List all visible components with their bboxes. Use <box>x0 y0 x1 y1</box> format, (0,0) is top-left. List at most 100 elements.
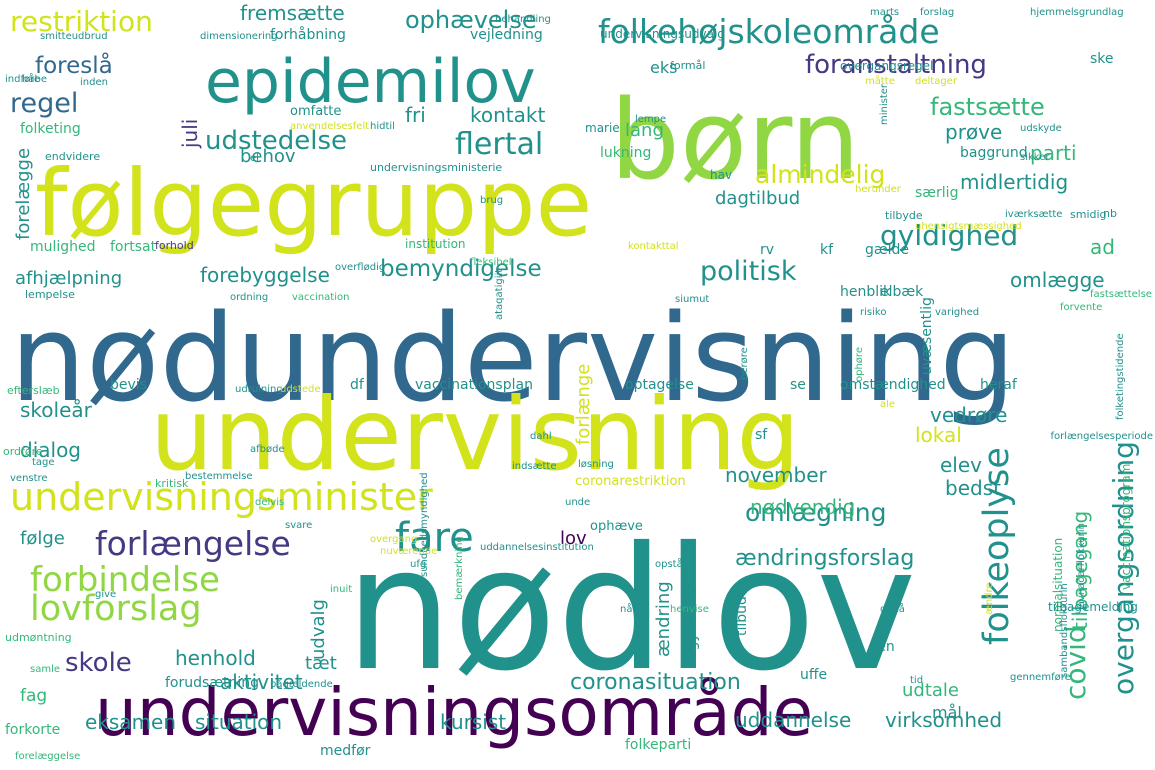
cloud-word: formål <box>670 59 706 72</box>
cloud-word: omlægge <box>1010 268 1105 292</box>
cloud-word: juli <box>178 118 202 148</box>
cloud-word: baggrund <box>960 145 1028 161</box>
cloud-word: nødlov <box>345 511 917 709</box>
cloud-word: ad <box>1090 235 1115 259</box>
cloud-word: bemyndigelse <box>380 256 542 282</box>
cloud-word: udvalg <box>308 599 329 660</box>
cloud-word: eks <box>650 58 678 77</box>
cloud-word: udstedelse <box>205 126 347 156</box>
cloud-word: fleksibel <box>470 257 512 268</box>
cloud-word: afhjælpning <box>15 268 123 289</box>
cloud-word: varighed <box>935 307 980 318</box>
cloud-word: el <box>250 153 259 164</box>
cloud-word: overflødig <box>335 262 386 273</box>
cloud-word: tilbyde <box>885 209 923 222</box>
cloud-word: vejledning <box>470 27 543 43</box>
cloud-word: overgangsregel <box>840 59 934 73</box>
cloud-word: nå <box>620 604 633 615</box>
cloud-word: nødvendig <box>750 495 856 519</box>
cloud-word: forebyggelse <box>200 263 330 287</box>
cloud-word: anvendelsesfelt <box>290 121 370 132</box>
cloud-word: bestemmelse <box>185 471 253 482</box>
cloud-word: undervisning <box>150 376 800 493</box>
cloud-word: løsning <box>578 459 614 470</box>
cloud-word: kontakttal <box>628 241 679 252</box>
cloud-word: følgegruppe <box>35 150 593 257</box>
cloud-word: uvæsentlig <box>919 297 935 375</box>
cloud-word: henhold <box>175 646 256 670</box>
cloud-word: fastsætte <box>930 93 1045 121</box>
cloud-word: siumut <box>675 294 710 305</box>
cloud-word: forbindelse <box>30 560 220 600</box>
cloud-word: foreslå <box>35 53 113 79</box>
cloud-word: overgang <box>370 534 418 545</box>
cloud-word: rv <box>760 242 775 258</box>
cloud-word: bedst <box>945 476 1001 500</box>
cloud-word: restriktion <box>10 5 153 38</box>
cloud-word: elbæk <box>880 284 924 300</box>
cloud-word: vaccinationsprogram <box>1119 463 1133 590</box>
cloud-word: opnå <box>880 604 905 615</box>
cloud-word: ophøre <box>854 347 865 382</box>
cloud-word: forkorte <box>5 722 61 738</box>
cloud-word: undervisningsminister <box>10 475 433 519</box>
cloud-word: vaccinationsplan <box>415 377 533 393</box>
cloud-word: omstændighed <box>840 377 946 393</box>
cloud-word: minister <box>879 83 890 125</box>
cloud-word: marie <box>585 121 620 135</box>
cloud-word: smidig <box>1070 208 1107 221</box>
cloud-word: undervisningsområde <box>95 674 814 751</box>
cloud-word: forelægge <box>13 147 34 240</box>
cloud-word: institution <box>405 237 466 251</box>
cloud-word: inden <box>80 77 108 88</box>
cloud-word: ske <box>1090 51 1114 67</box>
cloud-word: ordføre <box>3 445 43 458</box>
cloud-word: bemærkning <box>454 536 465 600</box>
cloud-word: risiko <box>860 307 887 318</box>
cloud-word: udstede <box>280 384 321 395</box>
cloud-word: df <box>350 377 364 393</box>
cloud-word: berøre <box>739 347 750 380</box>
cloud-word: tid <box>910 675 924 686</box>
cloud-word: ophæve <box>590 519 643 534</box>
cloud-word: dimensionering <box>200 31 278 42</box>
cloud-word: sikker <box>1020 152 1050 163</box>
cloud-word: venstre <box>10 473 48 484</box>
cloud-word: ataqatigiit <box>494 268 505 320</box>
cloud-word: politisk <box>700 256 797 287</box>
cloud-word: endvidere <box>45 150 101 163</box>
cloud-word: herunder <box>855 184 901 195</box>
cloud-word: udtale <box>902 680 959 701</box>
cloud-word: tilbagemelding <box>1048 600 1138 614</box>
cloud-word: lokal <box>915 423 962 447</box>
cloud-word: fri <box>405 103 426 127</box>
cloud-word: undervisningsudvalg <box>600 27 725 41</box>
cloud-word: sen <box>870 639 895 655</box>
cloud-word: skole <box>65 648 132 678</box>
cloud-word: fastsættelse <box>1090 289 1152 300</box>
cloud-word: vedrøre <box>930 403 1008 427</box>
cloud-word: flertal <box>455 127 544 162</box>
cloud-word: håbe <box>22 74 47 85</box>
cloud-word: uddannelsesinstitution <box>480 542 594 553</box>
cloud-word: dahl <box>530 431 552 442</box>
cloud-word: november <box>725 463 827 487</box>
cloud-word: virksomhed <box>885 708 1003 732</box>
cloud-word: brug <box>480 195 504 206</box>
cloud-word: mål <box>932 703 962 722</box>
cloud-word: omlægning <box>745 498 887 527</box>
cloud-word: sf <box>755 427 768 443</box>
cloud-word: prøve <box>945 120 1003 144</box>
cloud-word: tage <box>32 457 55 468</box>
cloud-word: behov <box>240 146 296 167</box>
cloud-word: se <box>790 377 806 393</box>
cloud-word: forhold <box>155 239 194 252</box>
cloud-word: marts <box>870 7 900 18</box>
cloud-word: sundhedsmyndighed <box>419 472 430 577</box>
cloud-word: forlængelsesperiode <box>1050 431 1153 442</box>
cloud-word: svare <box>285 520 313 531</box>
cloud-word: hjemmelsgrundlag <box>1030 7 1124 18</box>
cloud-word: epidemilov <box>205 47 536 117</box>
cloud-word: fag <box>20 686 48 706</box>
cloud-word: hav <box>710 168 733 182</box>
